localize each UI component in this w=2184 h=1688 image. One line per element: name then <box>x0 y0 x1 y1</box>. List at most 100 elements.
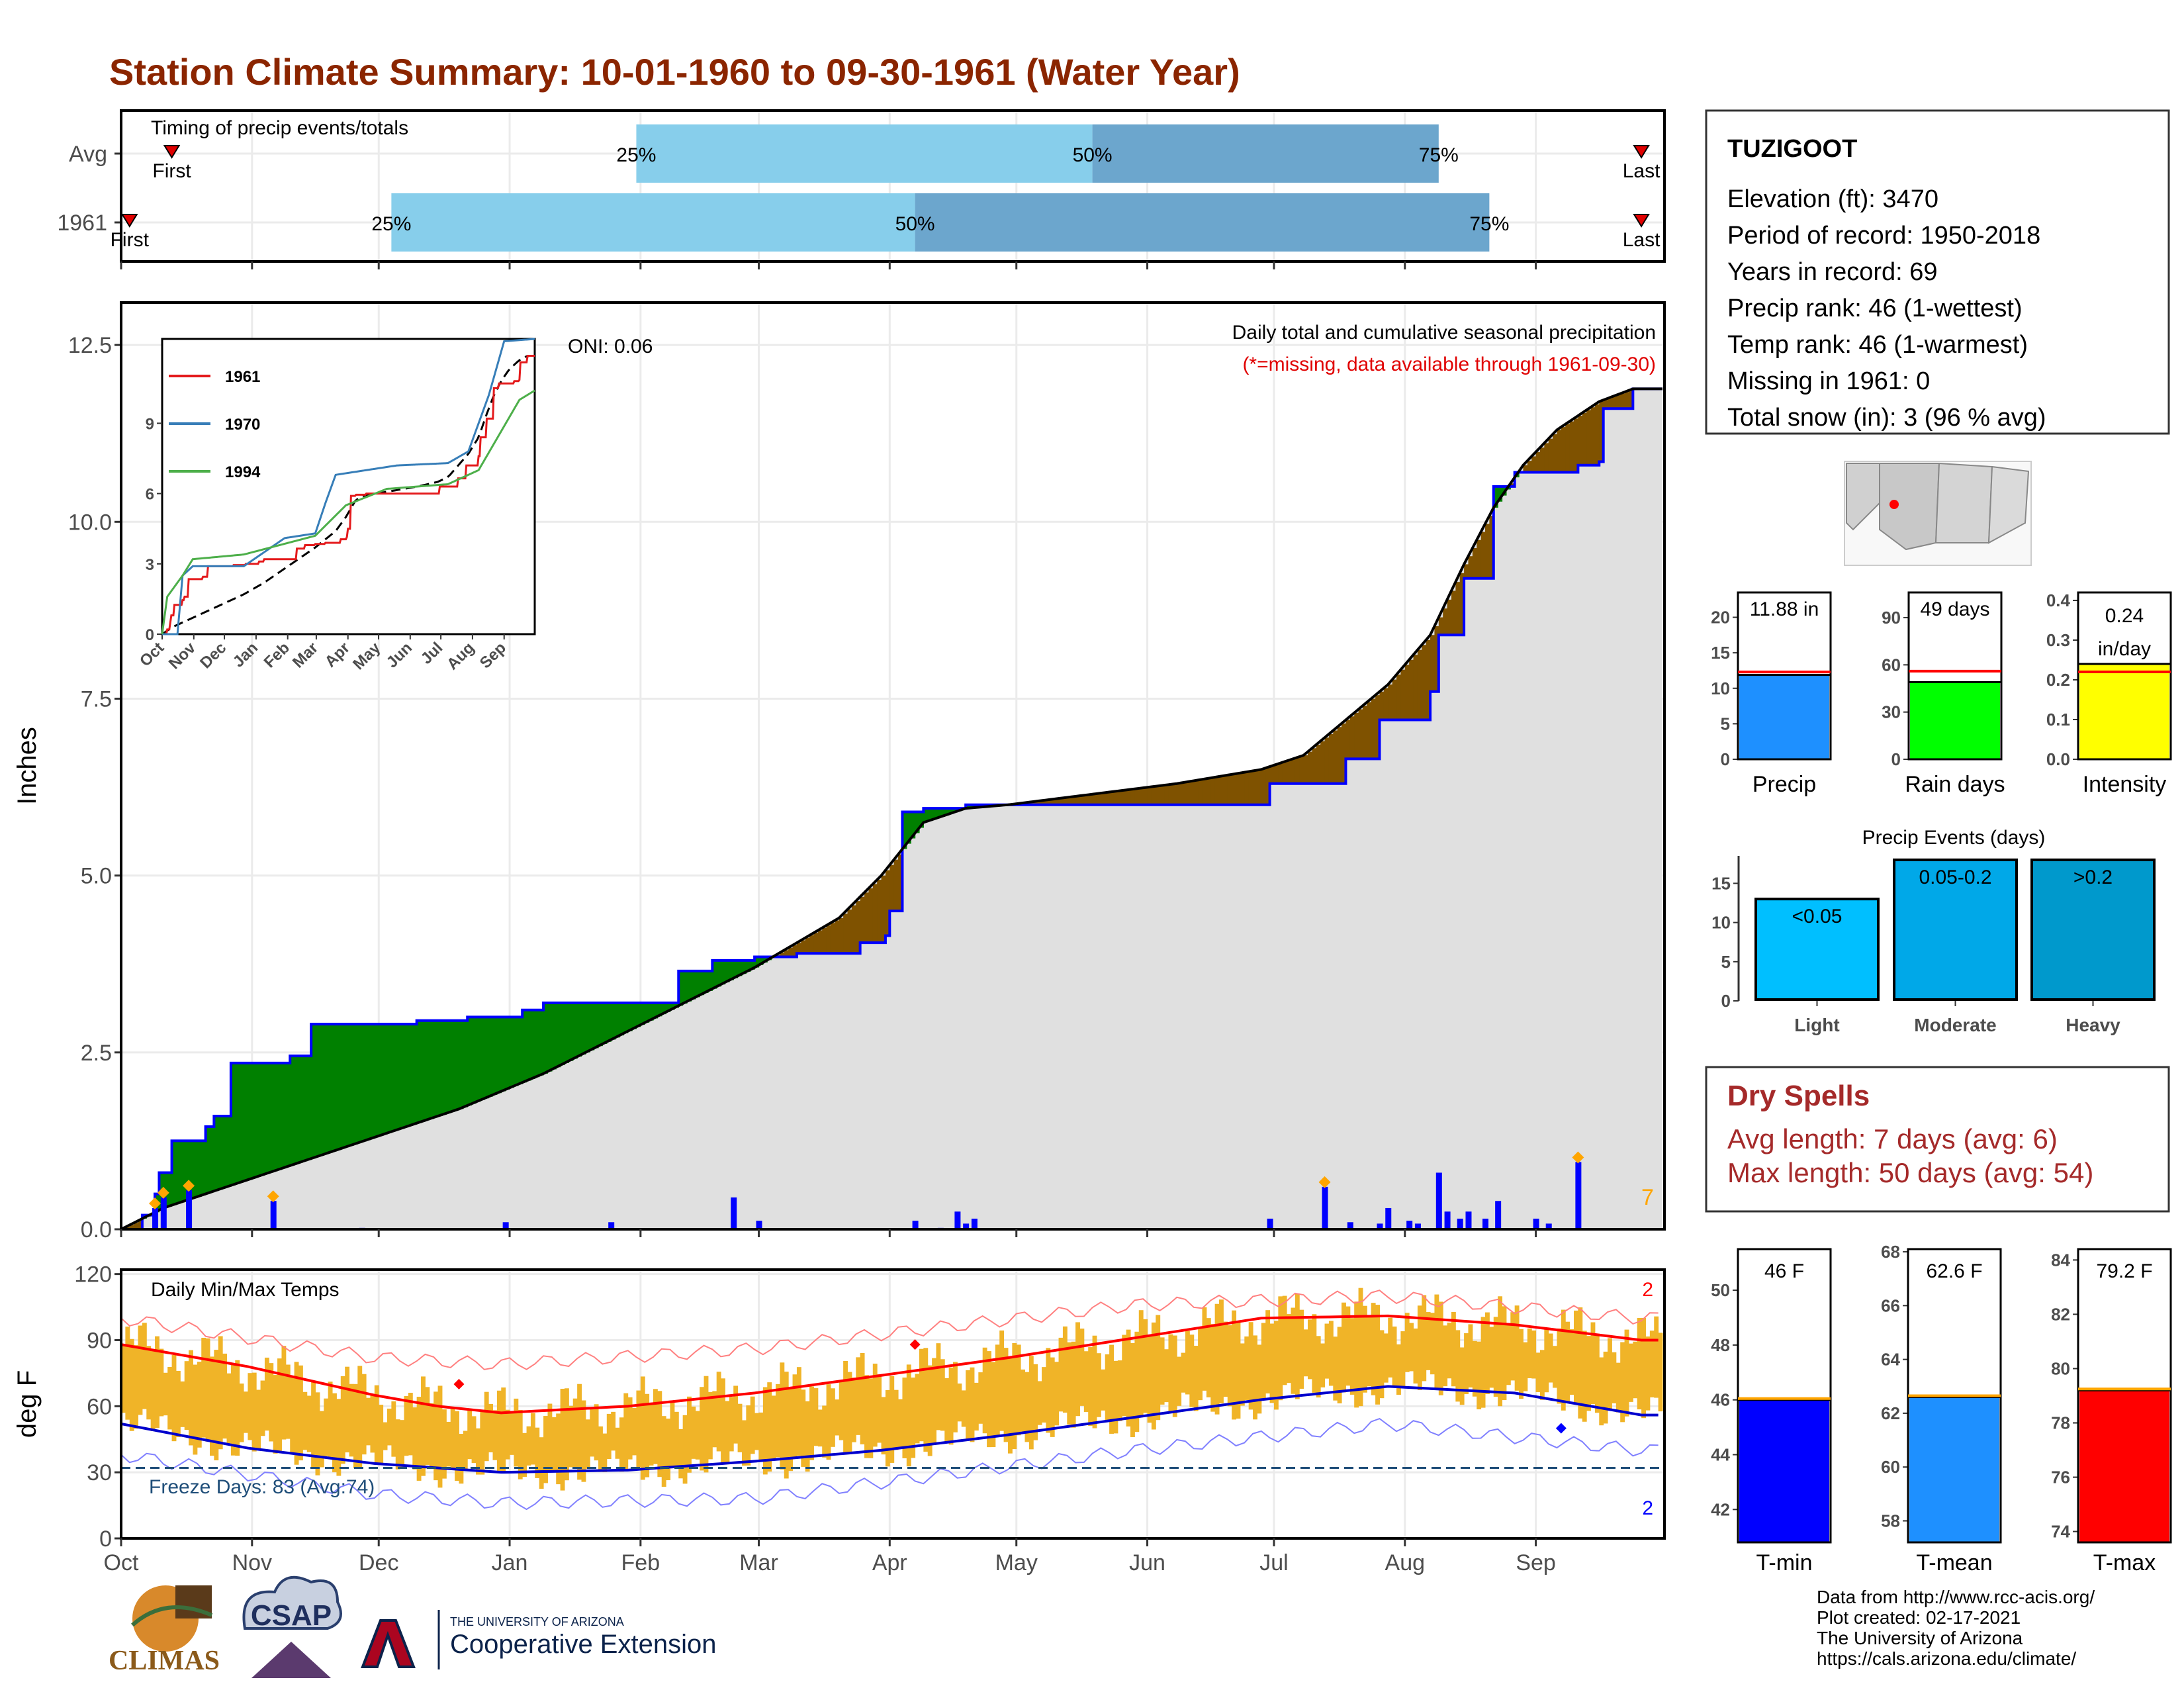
month-axis-label: Feb <box>621 1550 660 1575</box>
daily-precip-bar <box>971 1218 978 1229</box>
below-average-fill <box>1177 783 1182 805</box>
daily-temp-bar <box>1062 1326 1068 1413</box>
above-average-fill <box>750 960 755 970</box>
above-average-fill <box>564 1003 569 1063</box>
daily-temp-bar <box>264 1357 269 1431</box>
precip-ylabel: Inches <box>13 727 42 805</box>
below-average-fill <box>1308 751 1312 784</box>
daily-temp-bar <box>1265 1310 1271 1394</box>
daily-temp-bar <box>1109 1344 1114 1434</box>
extreme-precip-marker <box>267 1190 279 1203</box>
summary-ytick-label: 5 <box>1721 714 1730 733</box>
above-average-fill <box>480 1017 485 1100</box>
below-average-fill <box>1096 793 1101 805</box>
daily-temp-bar <box>750 1396 755 1454</box>
below-average-fill <box>826 925 831 954</box>
daily-temp-bar <box>1480 1317 1486 1408</box>
below-average-fill <box>1181 782 1186 805</box>
below-average-fill <box>864 892 870 943</box>
below-average-fill <box>893 859 899 912</box>
daily-precip-bar <box>1533 1218 1539 1229</box>
above-average-fill <box>340 1024 345 1149</box>
below-average-fill <box>1371 698 1376 759</box>
daily-temp-bar <box>514 1398 519 1467</box>
summary-ytick-label: 30 <box>1882 702 1901 722</box>
below-average-fill <box>868 888 874 943</box>
above-average-fill <box>501 1017 506 1092</box>
above-average-fill <box>623 1003 629 1033</box>
temp-ytick-label: 60 <box>87 1394 112 1419</box>
above-average-fill <box>239 1062 244 1183</box>
record-high-marker <box>909 1339 921 1350</box>
daily-temp-bar <box>737 1403 743 1452</box>
above-average-fill <box>175 1141 181 1204</box>
below-average-fill <box>1320 741 1326 784</box>
below-average-fill <box>1561 427 1566 473</box>
daily-temp-bar <box>404 1395 409 1456</box>
temp-summary-ytick-label: 62 <box>1881 1403 1900 1423</box>
daily-temp-bar <box>1413 1328 1418 1383</box>
above-average-fill <box>754 957 760 968</box>
below-average-fill <box>1608 398 1613 409</box>
above-average-fill <box>602 1003 608 1044</box>
above-average-fill <box>661 1003 666 1015</box>
daily-temp-bar <box>792 1374 797 1458</box>
daily-temp-bar <box>590 1409 595 1457</box>
below-average-fill <box>1438 617 1443 635</box>
credit-line: Data from http://www.rcc-acis.org/ <box>1817 1587 2095 1607</box>
inset-frame <box>161 338 536 635</box>
daily-temp-bar <box>982 1347 987 1434</box>
below-average-fill <box>856 901 861 954</box>
daily-temp-bar <box>1506 1323 1511 1385</box>
above-average-fill <box>349 1024 354 1146</box>
above-average-fill <box>437 1020 443 1117</box>
above-average-fill <box>915 812 920 833</box>
summary-ytick-label: 90 <box>1882 608 1901 628</box>
daily-temp-bar <box>235 1360 240 1456</box>
daily-temp-bar <box>991 1362 996 1448</box>
above-average-fill <box>496 1017 502 1094</box>
below-average-fill <box>1160 785 1165 805</box>
csap-logo-mountain <box>251 1642 331 1678</box>
record-low-marker <box>1555 1423 1567 1434</box>
above-average-fill <box>264 1062 269 1174</box>
daily-temp-bar <box>463 1430 468 1472</box>
daily-temp-bar <box>868 1378 874 1458</box>
daily-temp-bar <box>687 1396 692 1473</box>
event-bar-label: Light <box>1794 1015 1839 1035</box>
above-average-fill <box>627 1003 633 1031</box>
daily-temp-bar <box>391 1401 396 1457</box>
daily-temp-bar <box>1615 1362 1621 1413</box>
below-average-fill <box>1586 410 1592 465</box>
above-average-fill <box>902 812 907 849</box>
temp-summary-value: 46 F <box>1764 1260 1804 1282</box>
below-average-fill <box>1198 780 1203 805</box>
above-average-fill <box>218 1116 223 1190</box>
daily-temp-bar <box>1498 1296 1503 1407</box>
above-average-fill <box>560 1003 565 1066</box>
daily-temp-bar <box>932 1358 936 1444</box>
below-average-fill <box>822 927 827 954</box>
below-average-fill <box>1092 794 1097 805</box>
timing-q50-label: 50% <box>1073 144 1113 166</box>
above-average-fill <box>273 1062 278 1172</box>
above-average-fill <box>379 1024 384 1136</box>
temp-summary-ytick-label: 44 <box>1711 1445 1730 1465</box>
summary-value-label: 0.24 <box>2105 605 2144 627</box>
daily-temp-bar <box>1257 1344 1262 1414</box>
below-average-fill <box>839 917 844 954</box>
temp-ytick-label: 120 <box>74 1262 112 1288</box>
above-average-fill <box>746 960 751 972</box>
summary-ytick-label: 60 <box>1882 655 1901 675</box>
below-average-fill <box>1594 404 1600 465</box>
daily-temp-bar <box>1172 1335 1177 1417</box>
daily-temp-bar <box>1396 1344 1401 1395</box>
daily-temp-bar <box>691 1406 696 1459</box>
temp-panel-label: Daily Min/Max Temps <box>151 1279 340 1301</box>
daily-temp-bar <box>856 1357 861 1435</box>
above-average-fill <box>408 1024 413 1126</box>
daily-temp-bar <box>919 1348 924 1442</box>
inset-ytick-label: 6 <box>146 486 154 504</box>
below-average-fill <box>805 937 810 954</box>
daily-temp-bar <box>860 1353 865 1444</box>
